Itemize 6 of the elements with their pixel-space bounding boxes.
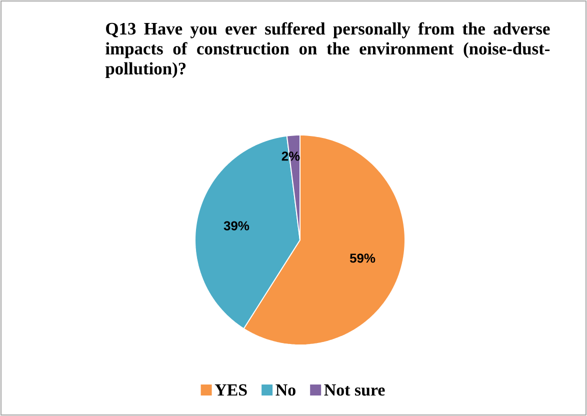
data-label: 39% bbox=[224, 221, 250, 230]
chart-title: Q13 Have you ever suffered personally from the adverse impacts of construction on the environment (noise-dust-pollution)? bbox=[105, 22, 550, 78]
data-label: 59% bbox=[350, 254, 376, 263]
legend-label: Not sure bbox=[324, 384, 385, 396]
legend-label: YES bbox=[214, 384, 247, 396]
legend-label: No bbox=[276, 384, 296, 396]
